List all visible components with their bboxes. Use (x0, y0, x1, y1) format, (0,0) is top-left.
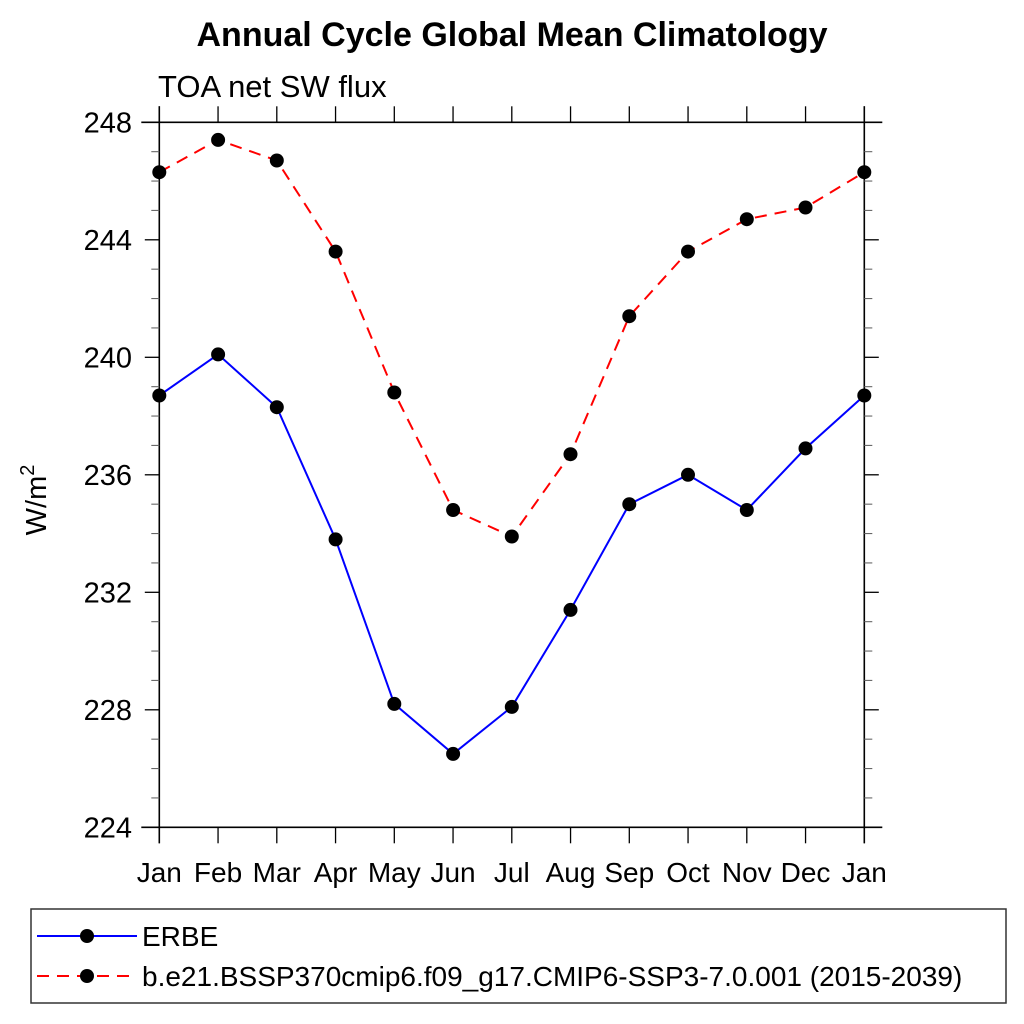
axes: 224 228 232 236 240 244 248 Jan Feb Mar Apr May Jun J… (84, 106, 887, 888)
x-tick-label: Dec (781, 857, 831, 888)
chart-subtitle: TOA net SW flux (158, 69, 387, 104)
y-tick-label: 248 (84, 107, 132, 139)
x-tick-label: Apr (314, 857, 358, 888)
data-point (563, 447, 578, 462)
data-point (328, 532, 343, 547)
y-tick-label: 232 (84, 577, 132, 609)
series-line-model (158, 138, 865, 538)
legend-label: b.e21.BSSP370cmip6.f09_g17.CMIP6-SSP3-7.… (142, 961, 962, 992)
x-tick-label: Feb (194, 857, 242, 888)
x-tick-label: Jan (137, 857, 182, 888)
y-tick-label: 236 (84, 460, 132, 492)
y-tick-label: 228 (84, 695, 132, 727)
data-point (152, 388, 167, 403)
legend-marker (80, 969, 94, 983)
data-point (739, 212, 754, 227)
data-point (387, 696, 402, 711)
x-tick-label: Jul (494, 857, 530, 888)
data-point (622, 497, 637, 512)
y-axis-label-base: W/m (21, 476, 53, 536)
series-line-erbe (158, 353, 865, 756)
x-tick-label: Jun (430, 857, 475, 888)
data-point (563, 602, 578, 617)
data-point (152, 165, 167, 180)
y-tick-label: 240 (84, 342, 132, 374)
x-tick-label: May (368, 857, 421, 888)
x-tick-label: Jan (842, 857, 887, 888)
y-axis-label-superscript: 2 (17, 465, 39, 476)
legend-entries: ERBE b.e21.BSSP370cmip6.f09_g17.CMIP6-SSP… (37, 921, 962, 992)
x-tick-label: Sep (604, 857, 654, 888)
data-point (622, 309, 637, 324)
data-point (504, 699, 519, 714)
data-point (739, 503, 754, 517)
data-point (798, 441, 813, 456)
data-point (857, 388, 872, 403)
legend-box (30, 908, 1007, 1004)
x-tick-label: Aug (546, 857, 596, 888)
data-point (211, 132, 226, 147)
legend-marker (80, 929, 94, 943)
data-point (211, 347, 226, 362)
x-tick-label: Oct (666, 857, 710, 888)
y-tick-label: 244 (84, 225, 132, 257)
plot-series (152, 132, 872, 761)
data-point (681, 467, 695, 482)
data-point (269, 153, 284, 168)
data-point (387, 385, 402, 400)
data-point (269, 400, 284, 415)
data-point (328, 244, 343, 259)
data-point (446, 503, 461, 517)
legend-label: ERBE (142, 921, 218, 952)
x-tick-label: Nov (722, 857, 772, 888)
data-point (681, 244, 695, 259)
data-point (798, 200, 813, 215)
chart-title: Annual Cycle Global Mean Climatology (197, 16, 828, 54)
y-axis-label: W/m2 (17, 465, 53, 536)
legend: ERBE b.e21.BSSP370cmip6.f09_g17.CMIP6-SSP… (30, 908, 1007, 1004)
data-point (857, 165, 872, 180)
data-point (504, 529, 519, 544)
y-tick-label: 224 (84, 812, 132, 844)
x-tick-label: Mar (253, 857, 301, 888)
data-point (446, 746, 461, 761)
